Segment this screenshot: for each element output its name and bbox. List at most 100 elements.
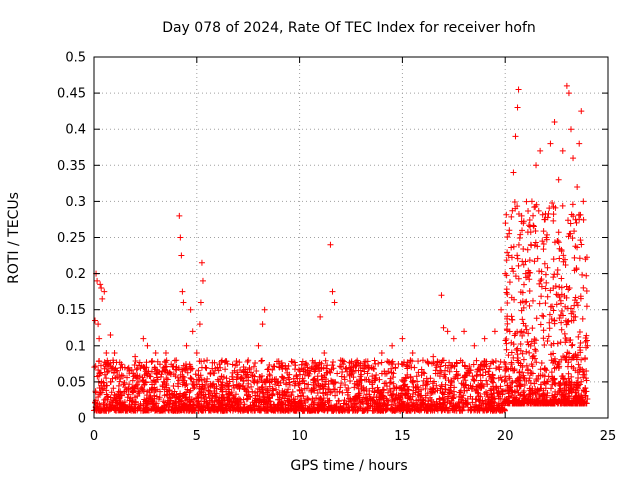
data-point-band <box>531 242 538 249</box>
data-point-band <box>268 378 275 385</box>
data-point-band <box>423 405 430 412</box>
data-point-band <box>164 388 171 395</box>
data-point-band <box>266 383 273 390</box>
data-point-band <box>144 372 151 379</box>
data-point-band <box>145 368 152 375</box>
x-tick-label: 5 <box>193 429 201 444</box>
data-point <box>576 140 583 147</box>
data-point-band <box>584 395 591 402</box>
data-point-band <box>116 359 123 366</box>
data-point-band <box>570 313 577 320</box>
data-point-band <box>446 407 453 414</box>
data-point-band <box>344 407 351 414</box>
data-point-band <box>330 365 337 372</box>
data-point-band <box>494 403 501 410</box>
data-point-band <box>92 400 99 407</box>
data-point-band <box>240 404 247 411</box>
data-point-band <box>302 360 309 367</box>
data-point-band <box>380 405 387 412</box>
data-point-band <box>311 406 318 413</box>
data-point-band <box>532 239 539 246</box>
data-point-band <box>273 386 280 393</box>
data-point-band <box>558 356 565 363</box>
data-point-band <box>545 333 552 340</box>
data-point-band <box>513 394 520 401</box>
data-point-band <box>505 252 512 259</box>
data-point-band <box>502 373 509 380</box>
data-point-band <box>554 266 561 273</box>
data-point-band <box>561 385 568 392</box>
data-point-band <box>278 359 285 366</box>
data-point-band <box>146 389 153 396</box>
data-point-band <box>338 380 345 387</box>
data-point-band <box>236 385 243 392</box>
data-point-band <box>226 378 233 385</box>
data-point-band <box>514 387 521 394</box>
data-point-band <box>554 238 561 245</box>
data-point-band <box>508 380 515 387</box>
data-point-band <box>484 391 491 398</box>
data-point <box>224 360 231 367</box>
y-tick-label: 0.4 <box>65 123 86 138</box>
data-point-band <box>405 394 412 401</box>
data-point-band <box>508 313 515 320</box>
data-point-band <box>526 216 533 223</box>
data-point-band <box>456 389 463 396</box>
data-point-band <box>266 371 273 378</box>
data-point-band <box>409 379 416 386</box>
data-point-band <box>254 379 261 386</box>
data-point-band <box>506 328 513 335</box>
data-point-band <box>569 308 576 315</box>
data-point <box>198 259 205 266</box>
data-point-band <box>539 312 546 319</box>
data-point-band <box>508 254 515 261</box>
data-point-band <box>409 358 416 365</box>
data-point-band <box>124 394 131 401</box>
data-point-band <box>504 249 511 256</box>
data-point-band <box>177 371 184 378</box>
y-tick-label: 0.25 <box>57 231 86 246</box>
data-point-band <box>506 279 513 286</box>
data-point-band <box>565 286 572 293</box>
data-point-band <box>193 404 200 411</box>
data-point-band <box>112 397 119 404</box>
data-point-band <box>382 370 389 377</box>
data-point-band <box>543 400 550 407</box>
data-point-band <box>296 407 303 414</box>
data-point-band <box>502 337 509 344</box>
data-point-band <box>109 375 116 382</box>
data-point-band <box>354 398 361 405</box>
data-point-band <box>118 402 125 409</box>
data-point-band <box>578 241 585 248</box>
data-point-band <box>305 381 312 388</box>
data-point-band <box>558 326 565 333</box>
data-point-band <box>371 377 378 384</box>
data-point-band <box>308 401 315 408</box>
data-point-band <box>400 387 406 394</box>
data-point-band <box>580 216 587 223</box>
data-point <box>107 331 114 338</box>
data-point-band <box>360 394 367 401</box>
data-point-band <box>474 368 481 375</box>
data-point-band <box>350 400 357 407</box>
data-point-band <box>283 381 290 388</box>
data-point-band <box>137 365 144 372</box>
data-point-band <box>163 382 170 389</box>
data-point-band <box>158 371 165 378</box>
data-point-band <box>562 303 569 310</box>
data-point-band <box>432 404 439 411</box>
data-point-band <box>556 315 563 322</box>
data-point-band <box>195 367 202 374</box>
data-point-band <box>385 389 392 396</box>
data-point-band <box>157 406 164 413</box>
data-point-band <box>508 361 515 368</box>
data-point-band <box>187 363 194 370</box>
data-point-band <box>311 375 318 382</box>
data-point-band <box>94 373 101 380</box>
data-point-band <box>509 365 516 372</box>
data-point-band <box>231 384 238 391</box>
data-point <box>286 371 293 378</box>
data-point-band <box>485 404 492 411</box>
data-point-band <box>321 407 328 414</box>
